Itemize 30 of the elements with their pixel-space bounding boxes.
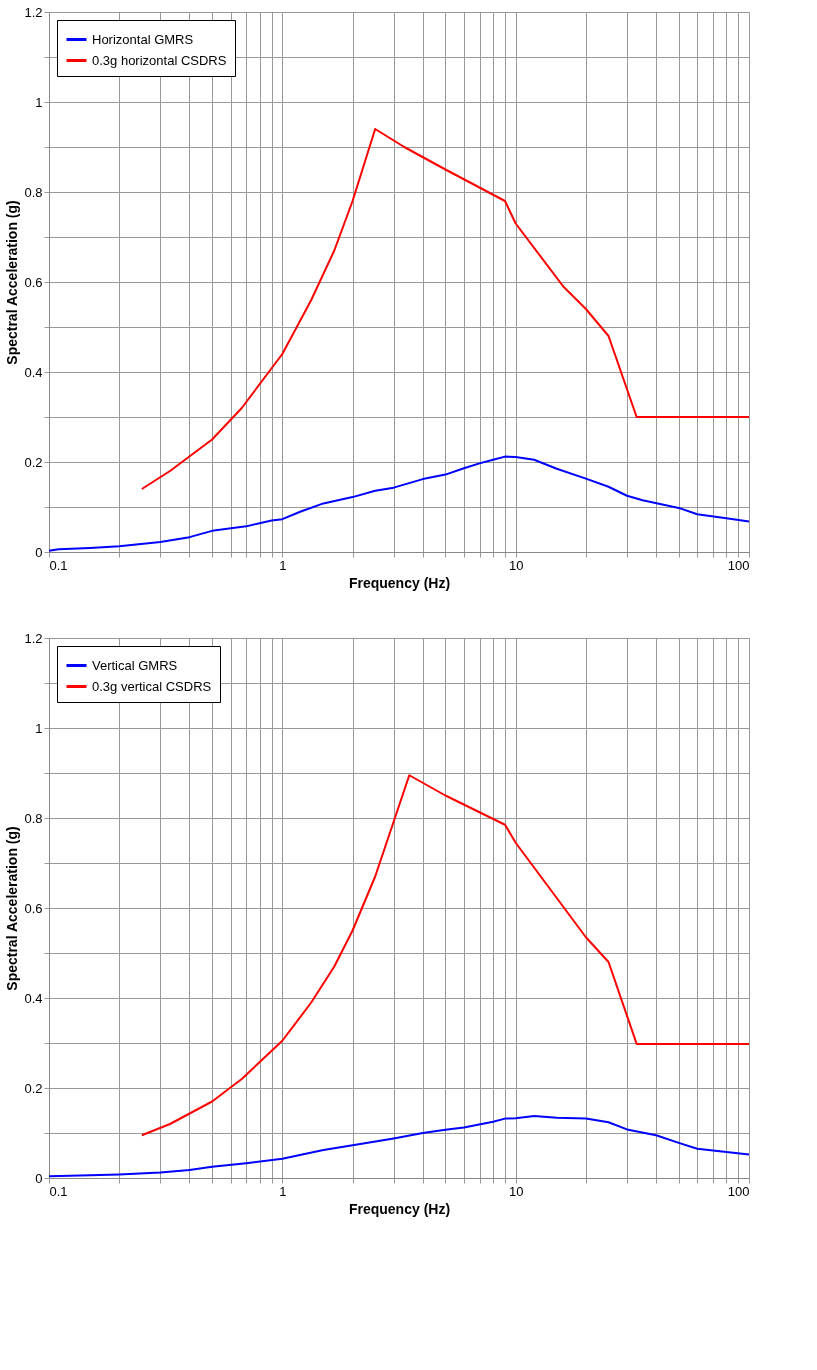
y-tick-label: 1.2	[24, 4, 43, 20]
y-tick-label: 0.4	[24, 364, 43, 380]
y-tick-label: 1	[35, 720, 43, 736]
y-tick-label: 0.6	[24, 900, 43, 916]
y-tick-label: 1.2	[24, 630, 43, 646]
y-axis-title: Spectral Acceleration (g)	[4, 826, 21, 991]
x-tick-label: 0.1	[49, 1183, 68, 1199]
x-axis-title: Frequency (Hz)	[348, 1200, 451, 1217]
legend-label: Vertical GMRS	[92, 657, 178, 673]
y-tick-label: 0.4	[24, 990, 43, 1006]
y-tick-label: 0.8	[24, 810, 43, 826]
y-tick-label: 0.8	[24, 184, 43, 200]
x-tick-label: 1	[279, 557, 287, 573]
legend-label: 0.3g horizontal CSDRS	[92, 52, 227, 68]
y-axis-title: Spectral Acceleration (g)	[4, 200, 21, 365]
x-tick-label: 1	[279, 1183, 287, 1199]
y-tick-label: 1	[35, 94, 43, 110]
y-tick-label: 0	[35, 1170, 43, 1186]
x-tick-label: 100	[727, 557, 750, 573]
x-tick-label: 100	[727, 1183, 750, 1199]
x-tick-label: 10	[508, 1183, 524, 1199]
legend-label: 0.3g vertical CSDRS	[92, 678, 212, 694]
x-axis-title: Frequency (Hz)	[348, 574, 451, 591]
x-tick-label: 0.1	[49, 557, 68, 573]
y-tick-label: 0.2	[24, 1080, 43, 1096]
y-tick-label: 0	[35, 544, 43, 560]
legend-label: Horizontal GMRS	[92, 31, 194, 47]
x-tick-label: 10	[508, 557, 524, 573]
y-tick-label: 0.6	[24, 274, 43, 290]
y-tick-label: 0.2	[24, 454, 43, 470]
